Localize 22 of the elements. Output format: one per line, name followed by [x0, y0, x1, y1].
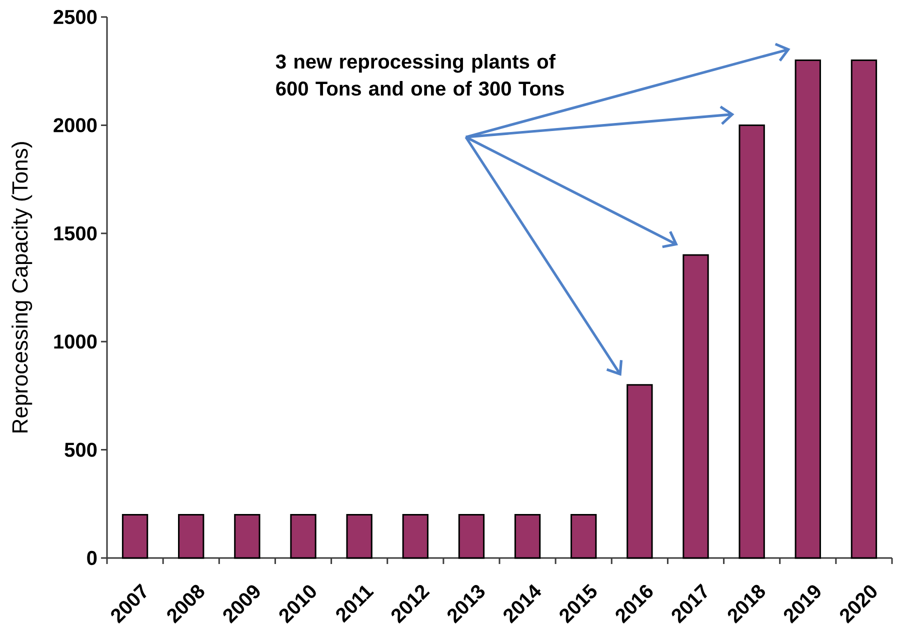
bar	[514, 514, 541, 559]
y-tick-label: 2000	[54, 118, 97, 132]
bar	[402, 514, 428, 559]
bar	[570, 514, 597, 559]
y-tick-label: 1000	[54, 334, 97, 349]
bar	[290, 514, 316, 559]
bar	[346, 514, 372, 559]
y-tick-label: 2500	[54, 10, 97, 24]
y-tick-label: 0	[87, 550, 97, 566]
bar	[178, 514, 204, 559]
bar	[234, 514, 260, 559]
bar	[738, 124, 765, 559]
y-tick-label: 500	[64, 442, 97, 457]
y-tick-label: 1500	[54, 226, 97, 240]
bar	[458, 514, 485, 559]
bar	[122, 514, 148, 559]
y-axis-title: Reprocessing Capacity (Tons)	[12, 142, 32, 432]
bar	[682, 254, 709, 559]
bar	[626, 384, 653, 559]
bar	[850, 60, 878, 559]
annotation: 3 new reprocessing plants of 600 Tons and one of 300 Tons	[276, 54, 564, 96]
bar	[794, 60, 821, 559]
